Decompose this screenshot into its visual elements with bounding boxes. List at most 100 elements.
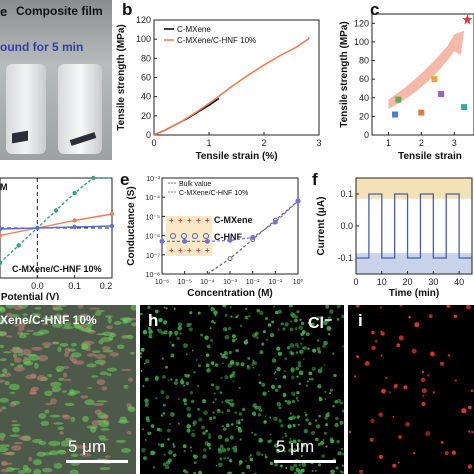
map-h-dot: [252, 359, 255, 362]
micrograph-g-grain: [31, 346, 43, 351]
chart-c-point: [418, 109, 425, 116]
chart-c-xlabel: Tensile strain: [398, 151, 462, 162]
map-h-dot: [311, 366, 316, 371]
map-h-dot: [237, 426, 242, 431]
map-h-dot: [190, 399, 195, 404]
map-i-dot: [467, 405, 472, 410]
map-h-dot: [321, 316, 324, 319]
map-i-dot: [399, 305, 403, 307]
map-h-dot: [208, 416, 213, 421]
map-h-dot: [228, 350, 232, 354]
map-h-dot: [238, 412, 242, 416]
map-h-dot: [190, 450, 193, 452]
map-h-dot: [221, 362, 224, 365]
map-h-dot: [163, 330, 168, 335]
map-h-dot: [290, 367, 295, 372]
micrograph-g-grain: [0, 318, 6, 325]
micrograph-g-grain: [36, 374, 47, 382]
chart-d-series-line: [0, 225, 113, 230]
map-h-dot: [177, 422, 180, 425]
chart-f-ytick-label: 0.0: [340, 221, 353, 231]
map-i-dot: [421, 401, 426, 406]
map-h-dot: [171, 343, 175, 347]
micrograph-g-grain: [6, 335, 13, 338]
chart-c-ytick-label: 20: [359, 111, 369, 121]
map-h-dot: [218, 462, 223, 468]
map-h-dot: [193, 454, 197, 458]
map-h-dot: [310, 322, 315, 327]
map-i-dot: [465, 305, 471, 310]
map-h-dot: [160, 414, 164, 417]
micrograph-g-grain: [64, 402, 75, 407]
map-h-dot: [260, 409, 263, 412]
chart-e-legend-label: Bulk value: [179, 181, 211, 188]
map-h-dot: [276, 346, 281, 351]
micrograph-g-grain: [31, 438, 43, 444]
chart-e-xtick-label: 10⁻⁴: [200, 279, 215, 286]
map-h-dot: [237, 421, 241, 425]
map-h-dot: [253, 361, 258, 366]
map-h-dot: [177, 326, 182, 331]
map-h-dot: [284, 357, 288, 361]
map-h-dot: [295, 398, 298, 401]
map-h-dot: [317, 368, 323, 374]
micrograph-g-grain: [0, 331, 7, 336]
map-h-dot: [316, 347, 321, 351]
map-h-dot: [300, 442, 306, 448]
map-h-dot: [284, 322, 289, 327]
chart-f-xtick-label: 30: [428, 277, 438, 287]
micrograph-g-grain: [41, 467, 53, 473]
map-h-dot: [225, 423, 230, 428]
map-i-dot: [439, 361, 445, 366]
micrograph-g-grain: [0, 358, 7, 362]
map-h-dot: [297, 470, 303, 474]
micrograph-g-grain: [120, 368, 133, 371]
map-h-dot: [295, 444, 298, 447]
map-h-dot: [244, 307, 248, 311]
map-h-dot: [157, 328, 163, 334]
chart-e-legend-label: C-MXene/C-HNF 10%: [179, 190, 248, 197]
map-h-dot: [233, 448, 238, 453]
micrograph-g-grain: [42, 452, 53, 456]
chart-e-inset-plus: +: [196, 216, 201, 225]
map-h-dot: [167, 438, 170, 441]
map-h-dot: [299, 349, 304, 354]
map-h-dot: [202, 431, 206, 436]
map-h-dot: [321, 454, 326, 458]
map-h-dot: [304, 413, 308, 417]
map-h-dot: [323, 320, 328, 325]
map-h-dot: [246, 464, 251, 469]
micrograph-g-grain: [57, 426, 65, 431]
micrograph-g-grain: [62, 372, 68, 378]
map-h-dot: [264, 455, 268, 459]
map-h-dot: [217, 409, 220, 412]
map-h-dot: [221, 411, 224, 414]
micrograph-g-grain: [13, 357, 22, 363]
map-i-dot: [348, 430, 352, 434]
map-h-dot: [251, 363, 254, 366]
map-h-dot: [299, 342, 303, 345]
chart-d-point: [0, 260, 3, 266]
micrograph-g-grain: [63, 313, 69, 319]
map-h-dot: [329, 437, 334, 441]
micrograph-g-grain: [9, 467, 21, 470]
map-h-dot: [162, 375, 166, 379]
map-h-dot: [186, 323, 191, 328]
map-h-dot: [278, 406, 282, 410]
map-h-dot: [147, 305, 151, 310]
map-h-dot: [276, 401, 282, 407]
micrograph-g-grain: [26, 329, 35, 332]
chart-e-inset-anion: [192, 233, 198, 239]
map-h-dot: [186, 406, 191, 412]
micrograph-g-grain: [121, 336, 128, 340]
chart-e-point: [250, 235, 256, 241]
micrograph-g-grain: [86, 321, 94, 327]
micrograph-g-grain: [44, 409, 50, 414]
map-h-dot: [219, 352, 223, 356]
map-i-dot: [453, 314, 458, 319]
micrograph-g-grain: [102, 331, 113, 336]
map-i-dot: [451, 450, 457, 455]
micrograph-g-grain: [100, 362, 105, 366]
map-h-dot: [210, 339, 213, 342]
chart-b-ytick-label: 20: [141, 111, 151, 121]
